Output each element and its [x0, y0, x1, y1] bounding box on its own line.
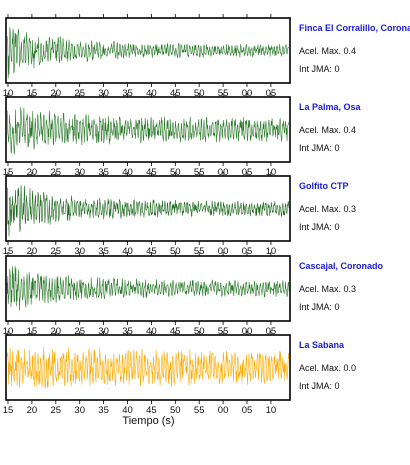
- x-tick-label: 50: [170, 246, 181, 257]
- acel-max-label: Acel. Max. 0.4: [299, 125, 357, 135]
- int-jma-label: Int JMA: 0: [299, 302, 340, 312]
- x-tick-label: 10: [266, 405, 277, 416]
- panel-frame: [5, 334, 291, 401]
- seismogram-panel-2: 15 20 25 30 35 40 45 50 55 00 05 10: [3, 93, 291, 178]
- x-tick-label: 00: [218, 405, 229, 416]
- station-name: La Sabana: [299, 340, 345, 350]
- station-name: Cascajal, Coronado: [299, 261, 384, 271]
- x-axis-label: Tiempo (s): [122, 415, 175, 427]
- int-jma-label: Int JMA: 0: [299, 381, 340, 391]
- x-tick-label: 20: [27, 246, 38, 257]
- seismogram-panel-3: 15 20 25 30 35 40 45 50 55 00 05 10: [3, 172, 291, 257]
- x-tick-label: 40: [122, 405, 133, 416]
- x-tick-label: 55: [194, 405, 205, 416]
- seismogram-trace: [6, 27, 290, 79]
- x-tick-label: 05: [242, 246, 253, 257]
- acel-max-label: Acel. Max. 0.3: [299, 284, 357, 294]
- station-name: Golfito CTP: [299, 181, 349, 191]
- x-tick-label: 30: [74, 405, 85, 416]
- seismogram-trace: [6, 266, 290, 311]
- x-tick-label: 25: [51, 405, 62, 416]
- station-name: Finca El Corralillo, Coronado: [299, 23, 410, 33]
- x-tick-label: 10: [266, 246, 277, 257]
- x-tick-label: 35: [98, 246, 109, 257]
- station-name: La Palma, Osa: [299, 102, 361, 112]
- seismogram-panel-4: 10 15 20 25 30 35 40 45 50 55 00 05: [3, 252, 291, 337]
- x-tick-label: 30: [74, 246, 85, 257]
- x-tick-label: 00: [218, 246, 229, 257]
- seismogram-trace: [7, 346, 290, 389]
- seismogram-trace: [6, 106, 290, 155]
- seismogram-panel-5: 15 20 25 30 35 40 45 50 55 00 05 10: [3, 331, 291, 416]
- int-jma-label: Int JMA: 0: [299, 143, 340, 153]
- seismogram-panel-1: 10 15 20 25 30 35 40 45 50 55 00 05: [3, 14, 291, 99]
- x-tick-label: 35: [98, 405, 109, 416]
- x-tick-label: 20: [27, 405, 38, 416]
- panel-frame: [5, 17, 291, 84]
- x-tick-label: 45: [146, 246, 157, 257]
- acel-max-label: Acel. Max. 0.4: [299, 46, 357, 56]
- int-jma-label: Int JMA: 0: [299, 64, 340, 74]
- x-tick-label: 15: [3, 246, 14, 257]
- x-tick-label: 40: [122, 246, 133, 257]
- x-tick-label: 55: [194, 246, 205, 257]
- acel-max-label: Acel. Max. 0.0: [299, 363, 357, 373]
- x-tick-label: 25: [51, 246, 62, 257]
- int-jma-label: Int JMA: 0: [299, 222, 340, 232]
- panel-frame: [5, 96, 291, 163]
- seismogram-trace: [6, 185, 290, 237]
- x-tick-label: 15: [3, 405, 14, 416]
- x-tick-label: 45: [146, 405, 157, 416]
- x-tick-label: 05: [242, 405, 253, 416]
- panel-frame: [5, 175, 291, 242]
- acel-max-label: Acel. Max. 0.3: [299, 204, 357, 214]
- x-tick-label: 50: [170, 405, 181, 416]
- panel-frame: [5, 255, 291, 322]
